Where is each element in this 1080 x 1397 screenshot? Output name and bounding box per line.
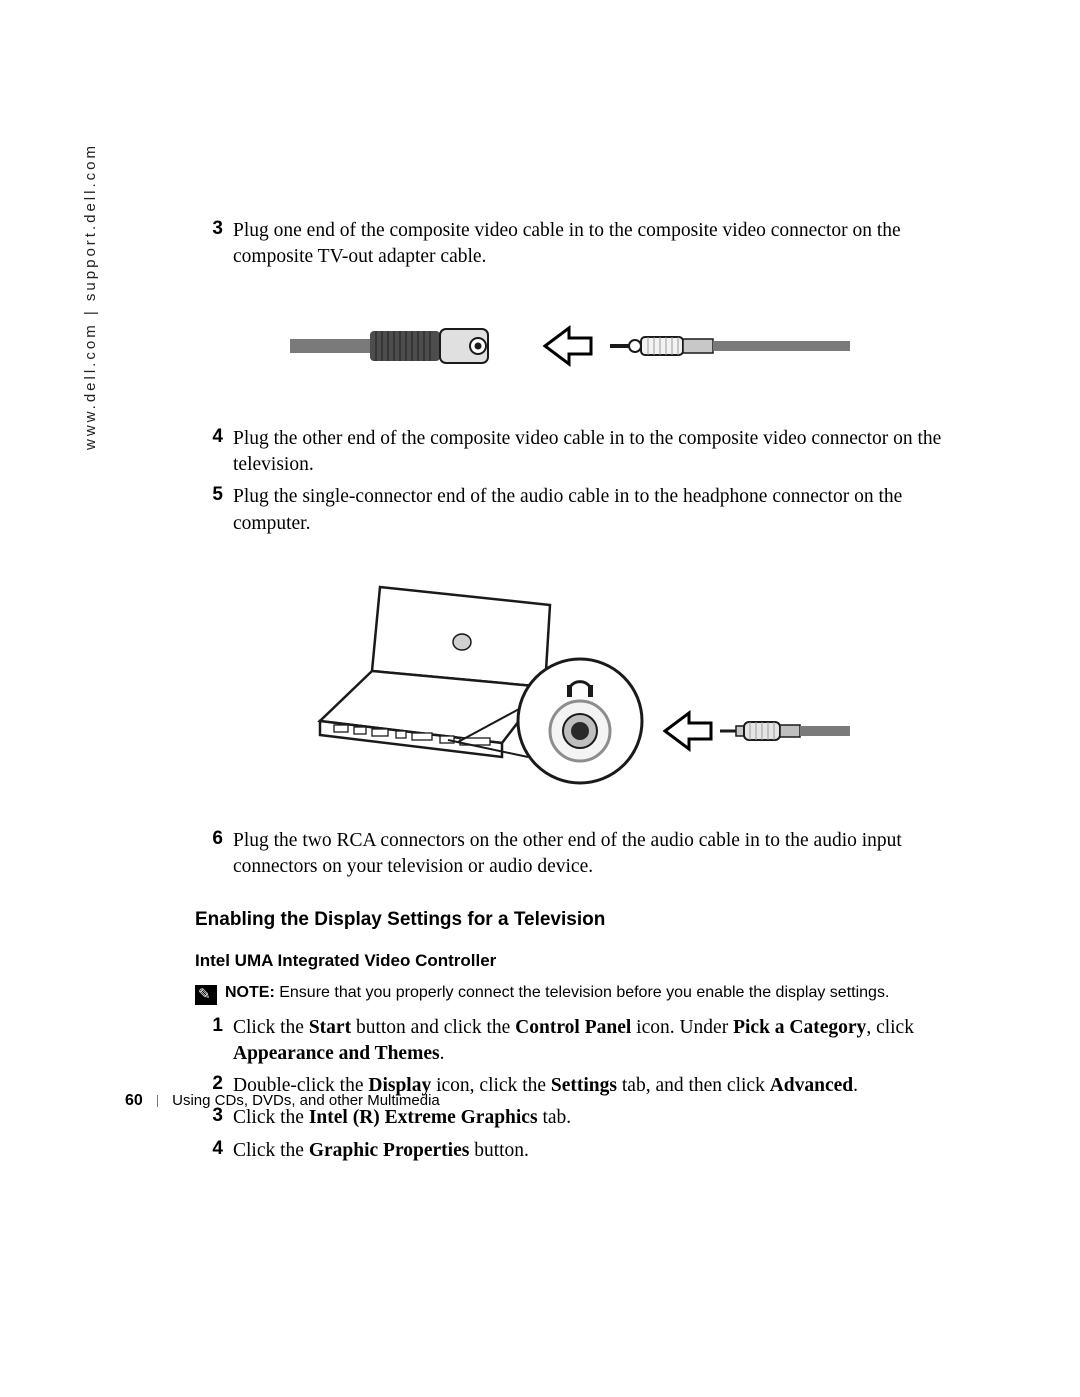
step-item: 5Plug the single-connector end of the au… (195, 484, 945, 537)
step-text: Click the Start button and click the Con… (233, 1015, 945, 1068)
sidebar-url: www.dell.com | support.dell.com (82, 143, 99, 450)
step-text: Plug the single-connector end of the aud… (233, 484, 945, 537)
section-heading: Enabling the Display Settings for a Tele… (195, 909, 945, 931)
step-number: 4 (195, 1138, 233, 1164)
page-footer: 60 Using CDs, DVDs, and other Multimedia (125, 1092, 440, 1110)
step-number: 3 (195, 218, 233, 271)
step-text: Plug the other end of the composite vide… (233, 426, 945, 479)
step-text: Plug one end of the composite video cabl… (233, 218, 945, 271)
steps-top: 3Plug one end of the composite video cab… (195, 218, 945, 271)
note-row: NOTE: Ensure that you properly connect t… (195, 983, 945, 1005)
step-number: 4 (195, 426, 233, 479)
step-text: Click the Graphic Properties button. (233, 1138, 945, 1164)
step-number: 6 (195, 828, 233, 881)
note-text: NOTE: Ensure that you properly connect t… (225, 983, 889, 1004)
figure-headphone-jack (195, 581, 945, 796)
step-item: 4Plug the other end of the composite vid… (195, 426, 945, 479)
note-icon (195, 985, 217, 1005)
step-item: 3Plug one end of the composite video cab… (195, 218, 945, 271)
section-subheading: Intel UMA Integrated Video Controller (195, 951, 945, 971)
steps-after-fig2: 6Plug the two RCA connectors on the othe… (195, 828, 945, 881)
step-item: 4Click the Graphic Properties button. (195, 1138, 945, 1164)
step-item: 6Plug the two RCA connectors on the othe… (195, 828, 945, 881)
step-item: 1Click the Start button and click the Co… (195, 1015, 945, 1068)
steps-mid: 4Plug the other end of the composite vid… (195, 426, 945, 537)
step-number: 1 (195, 1015, 233, 1068)
steps-bottom: 1Click the Start button and click the Co… (195, 1015, 945, 1165)
figure-composite-cable (195, 301, 945, 396)
step-number: 5 (195, 484, 233, 537)
step-text: Plug the two RCA connectors on the other… (233, 828, 945, 881)
